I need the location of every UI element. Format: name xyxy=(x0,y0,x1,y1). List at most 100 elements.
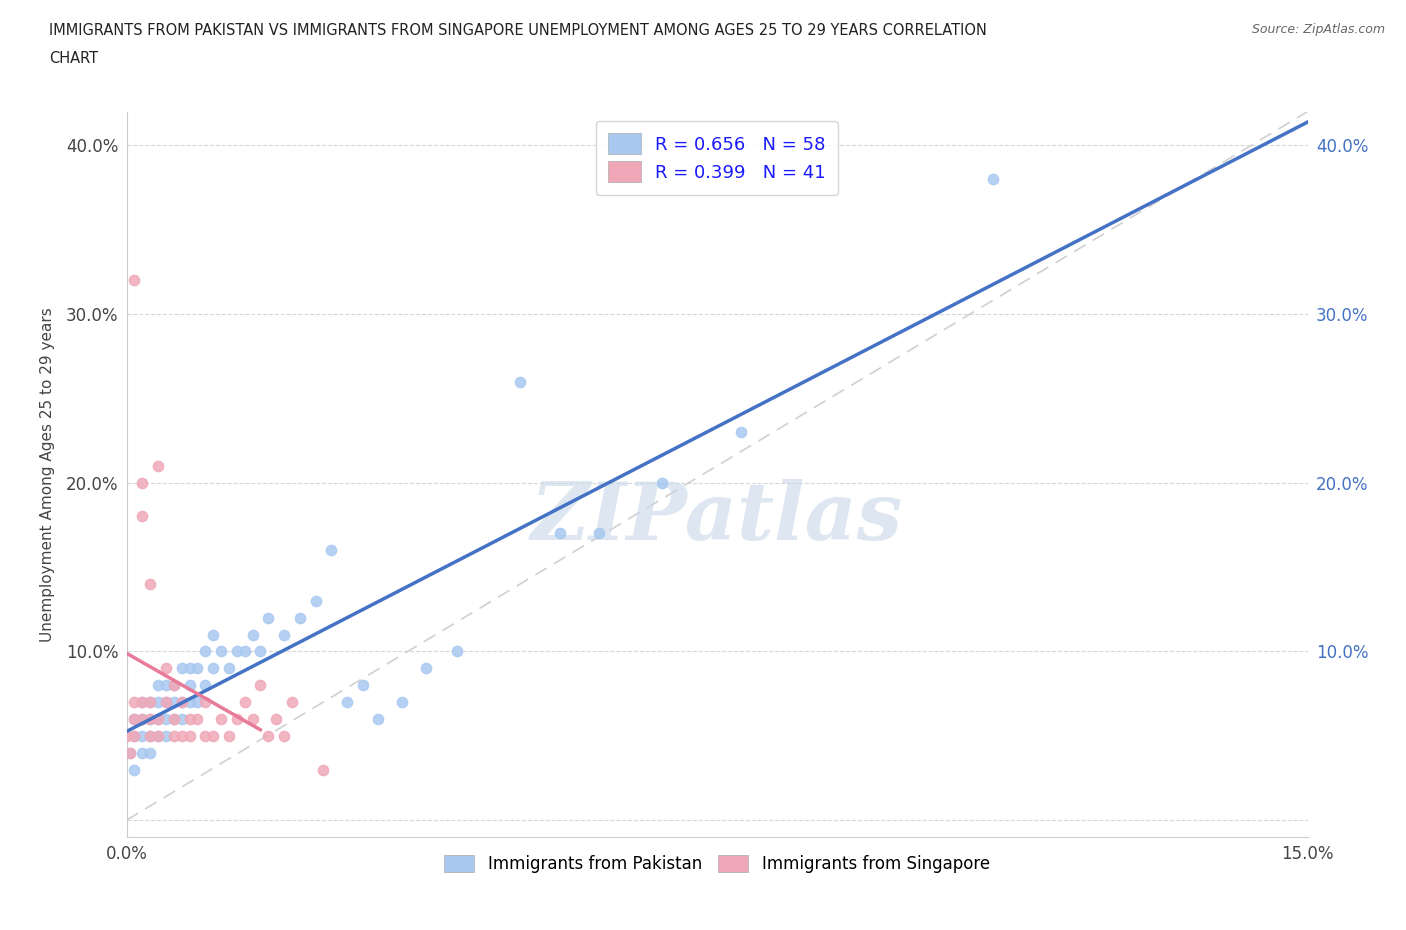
Text: Source: ZipAtlas.com: Source: ZipAtlas.com xyxy=(1251,23,1385,36)
Point xyxy=(170,695,193,710)
Point xyxy=(131,745,153,760)
Point xyxy=(139,695,162,710)
Point xyxy=(202,627,225,642)
Point xyxy=(209,644,232,658)
Text: ZIPatlas: ZIPatlas xyxy=(531,479,903,556)
Point xyxy=(391,695,413,710)
Point xyxy=(730,425,752,440)
Point xyxy=(225,644,247,658)
Point xyxy=(163,711,186,726)
Point xyxy=(139,745,162,760)
Point xyxy=(242,627,264,642)
Point xyxy=(120,745,142,760)
Point xyxy=(194,695,217,710)
Point xyxy=(170,661,193,676)
Point xyxy=(124,272,146,287)
Point xyxy=(257,728,280,743)
Point xyxy=(124,728,146,743)
Point xyxy=(415,661,437,676)
Point xyxy=(155,695,177,710)
Point xyxy=(139,695,162,710)
Point xyxy=(131,475,153,490)
Point xyxy=(170,711,193,726)
Point xyxy=(139,577,162,591)
Point xyxy=(218,661,240,676)
Point xyxy=(131,695,153,710)
Point xyxy=(273,728,295,743)
Point xyxy=(146,711,169,726)
Point xyxy=(124,762,146,777)
Point xyxy=(124,711,146,726)
Point xyxy=(124,728,146,743)
Point xyxy=(202,661,225,676)
Point xyxy=(651,475,673,490)
Legend: Immigrants from Pakistan, Immigrants from Singapore: Immigrants from Pakistan, Immigrants fro… xyxy=(437,848,997,880)
Point xyxy=(194,678,217,693)
Point xyxy=(163,695,186,710)
Point xyxy=(146,678,169,693)
Point xyxy=(131,728,153,743)
Point xyxy=(218,728,240,743)
Point xyxy=(288,610,311,625)
Point xyxy=(273,627,295,642)
Point xyxy=(139,711,162,726)
Point xyxy=(131,695,153,710)
Point xyxy=(264,711,287,726)
Point xyxy=(155,711,177,726)
Point xyxy=(186,661,208,676)
Point xyxy=(170,728,193,743)
Point xyxy=(120,745,142,760)
Point xyxy=(233,644,256,658)
Point xyxy=(139,711,162,726)
Point xyxy=(249,678,271,693)
Point xyxy=(163,728,186,743)
Point xyxy=(446,644,468,658)
Point xyxy=(186,711,208,726)
Point xyxy=(146,695,169,710)
Point xyxy=(155,695,177,710)
Text: CHART: CHART xyxy=(49,51,98,66)
Point xyxy=(179,678,201,693)
Y-axis label: Unemployment Among Ages 25 to 29 years: Unemployment Among Ages 25 to 29 years xyxy=(39,307,55,642)
Point xyxy=(139,728,162,743)
Point xyxy=(336,695,359,710)
Point xyxy=(548,525,571,540)
Point xyxy=(131,509,153,524)
Point xyxy=(163,678,186,693)
Point xyxy=(163,711,186,726)
Point xyxy=(509,374,531,389)
Point xyxy=(163,678,186,693)
Point xyxy=(225,711,247,726)
Point xyxy=(131,711,153,726)
Point xyxy=(179,695,201,710)
Point xyxy=(281,695,304,710)
Point xyxy=(155,728,177,743)
Point xyxy=(146,728,169,743)
Point xyxy=(146,711,169,726)
Point xyxy=(588,525,610,540)
Point xyxy=(367,711,389,726)
Point xyxy=(249,644,271,658)
Point xyxy=(146,458,169,473)
Point xyxy=(115,728,138,743)
Point xyxy=(155,678,177,693)
Point xyxy=(170,695,193,710)
Point xyxy=(124,711,146,726)
Point xyxy=(242,711,264,726)
Point xyxy=(124,695,146,710)
Point xyxy=(312,762,335,777)
Point xyxy=(179,711,201,726)
Point xyxy=(352,678,374,693)
Point xyxy=(257,610,280,625)
Point xyxy=(155,661,177,676)
Point xyxy=(194,728,217,743)
Point xyxy=(146,728,169,743)
Point xyxy=(981,172,1004,187)
Point xyxy=(131,711,153,726)
Point xyxy=(209,711,232,726)
Point xyxy=(202,728,225,743)
Point xyxy=(186,695,208,710)
Text: IMMIGRANTS FROM PAKISTAN VS IMMIGRANTS FROM SINGAPORE UNEMPLOYMENT AMONG AGES 25: IMMIGRANTS FROM PAKISTAN VS IMMIGRANTS F… xyxy=(49,23,987,38)
Point xyxy=(194,644,217,658)
Point xyxy=(321,543,343,558)
